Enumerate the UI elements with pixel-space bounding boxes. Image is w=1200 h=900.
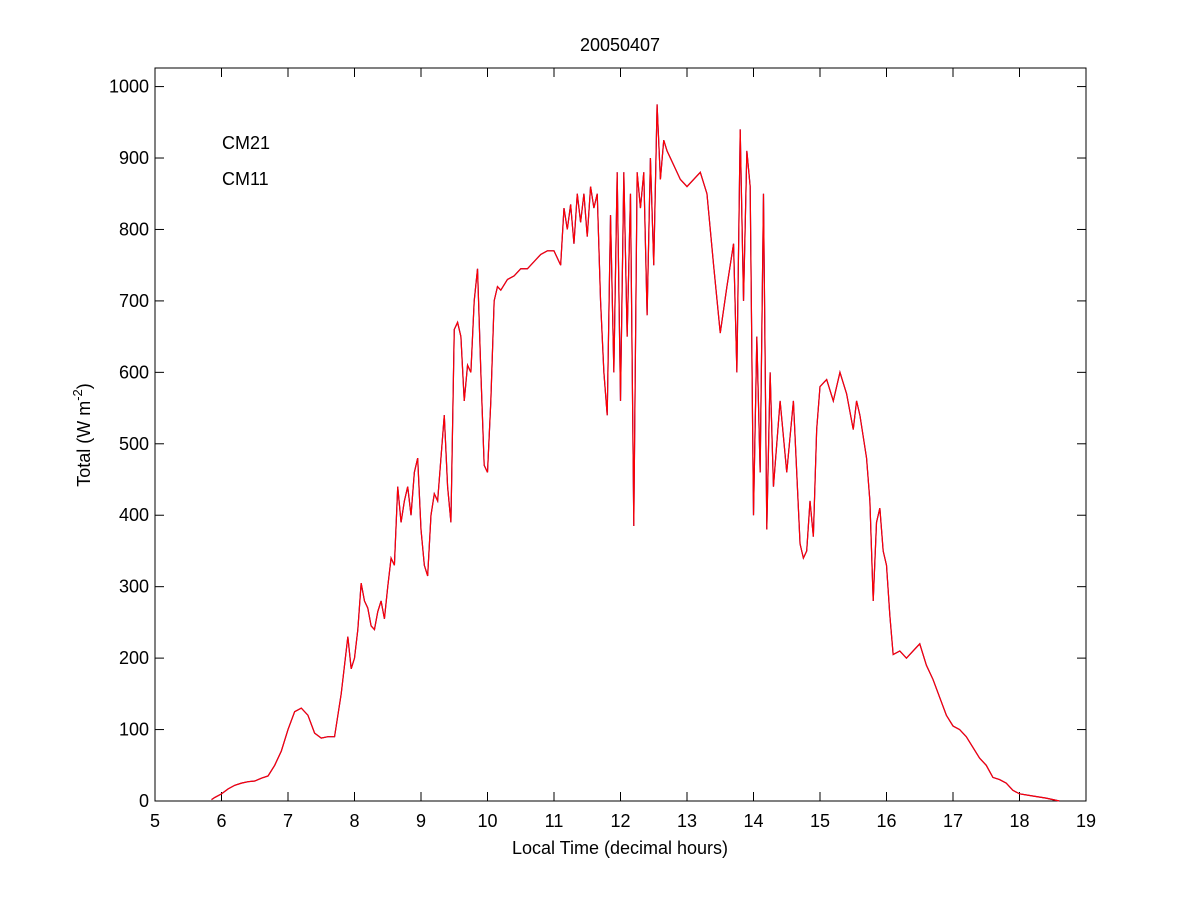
y-tick-label: 600 — [119, 362, 149, 382]
x-tick-label: 5 — [150, 811, 160, 831]
y-label-superscript: -2 — [70, 389, 85, 401]
chart-title: 20050407 — [580, 35, 660, 55]
x-tick-label: 11 — [545, 811, 564, 831]
x-tick-label: 16 — [876, 811, 896, 831]
y-tick-label: 700 — [119, 291, 149, 311]
y-tick-label: 100 — [119, 720, 149, 740]
y-label-part: ) — [74, 383, 94, 389]
y-tick-label: 0 — [139, 791, 149, 811]
x-tick-label: 7 — [283, 811, 293, 831]
y-tick-label: 400 — [119, 505, 149, 525]
x-tick-label: 8 — [349, 811, 359, 831]
y-label-part: Total (W m — [74, 401, 94, 487]
x-tick-label: 18 — [1009, 811, 1029, 831]
x-tick-label: 13 — [677, 811, 697, 831]
x-tick-label: 15 — [810, 811, 830, 831]
x-tick-label: 17 — [943, 811, 963, 831]
x-tick-label: 6 — [216, 811, 226, 831]
x-tick-label: 9 — [416, 811, 426, 831]
x-axis-label: Local Time (decimal hours) — [512, 838, 728, 858]
x-tick-label: 10 — [477, 811, 497, 831]
y-tick-label: 200 — [119, 648, 149, 668]
plot-area — [154, 67, 1087, 802]
legend-label: CM11 — [222, 169, 269, 189]
y-tick-label: 1000 — [109, 77, 149, 97]
x-tick-label: 12 — [610, 811, 630, 831]
y-axis-label: Total (W m-2) — [70, 383, 94, 487]
x-tick-label: 14 — [743, 811, 763, 831]
y-tick-label: 500 — [119, 434, 149, 454]
series-line — [211, 104, 1060, 802]
y-tick-label: 300 — [119, 577, 149, 597]
y-tick-label: 800 — [119, 219, 149, 239]
y-tick-label: 900 — [119, 148, 149, 168]
x-tick-label: 19 — [1076, 811, 1096, 831]
legend-label: CM21 — [222, 133, 270, 153]
